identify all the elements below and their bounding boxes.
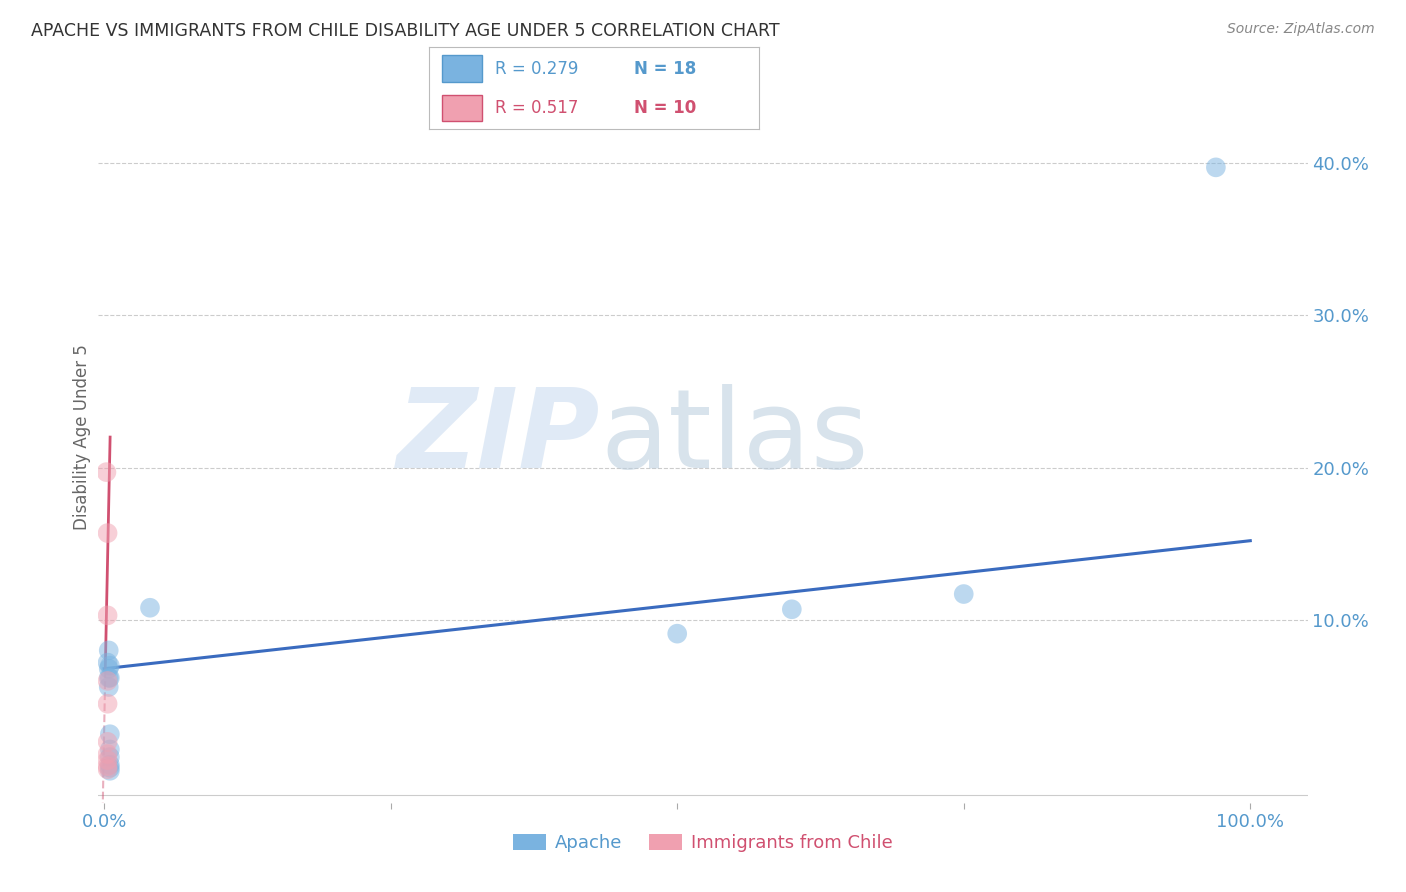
Point xyxy=(97,656,120,670)
Point xyxy=(98,764,121,778)
Point xyxy=(97,662,120,676)
Text: R = 0.517: R = 0.517 xyxy=(495,99,578,117)
Point xyxy=(97,526,120,541)
Point xyxy=(97,643,120,657)
Point xyxy=(97,608,120,623)
Point xyxy=(97,671,120,685)
Point xyxy=(98,727,121,741)
Legend: Apache, Immigrants from Chile: Apache, Immigrants from Chile xyxy=(506,827,900,860)
Text: atlas: atlas xyxy=(600,384,869,491)
Point xyxy=(139,600,162,615)
Text: N = 18: N = 18 xyxy=(634,60,696,78)
Point xyxy=(97,759,120,773)
Point xyxy=(98,757,121,772)
Text: R = 0.279: R = 0.279 xyxy=(495,60,578,78)
Point xyxy=(1205,161,1227,175)
Text: APACHE VS IMMIGRANTS FROM CHILE DISABILITY AGE UNDER 5 CORRELATION CHART: APACHE VS IMMIGRANTS FROM CHILE DISABILI… xyxy=(31,22,779,40)
Point xyxy=(98,658,121,673)
Point xyxy=(96,465,118,479)
Point xyxy=(97,735,120,749)
Point xyxy=(952,587,974,601)
Point xyxy=(97,680,120,694)
Point xyxy=(98,750,121,764)
Text: N = 10: N = 10 xyxy=(634,99,696,117)
Point xyxy=(97,697,120,711)
Point xyxy=(97,762,120,776)
Point xyxy=(666,626,689,640)
Y-axis label: Disability Age Under 5: Disability Age Under 5 xyxy=(73,344,91,530)
Text: Source: ZipAtlas.com: Source: ZipAtlas.com xyxy=(1227,22,1375,37)
FancyBboxPatch shape xyxy=(441,55,482,82)
Point xyxy=(780,602,803,616)
Point xyxy=(98,671,121,685)
Point xyxy=(97,753,120,767)
Text: ZIP: ZIP xyxy=(396,384,600,491)
FancyBboxPatch shape xyxy=(441,95,482,121)
Point xyxy=(97,673,120,688)
Point xyxy=(98,761,121,775)
Point xyxy=(97,747,120,761)
Point xyxy=(98,742,121,756)
